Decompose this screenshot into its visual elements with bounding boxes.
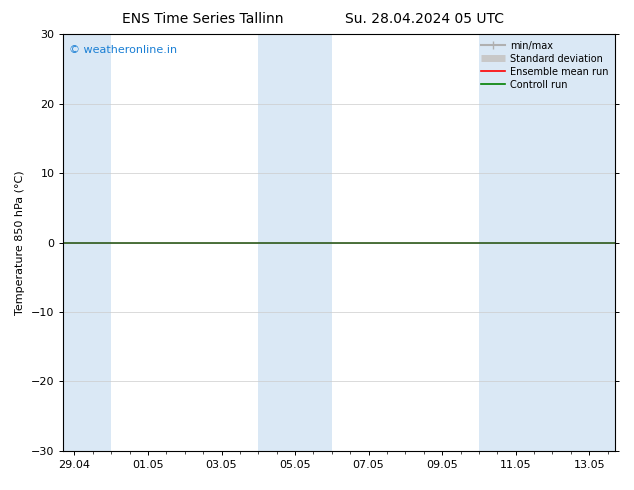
Text: Su. 28.04.2024 05 UTC: Su. 28.04.2024 05 UTC <box>346 12 504 26</box>
Text: ENS Time Series Tallinn: ENS Time Series Tallinn <box>122 12 283 26</box>
Text: © weatheronline.in: © weatheronline.in <box>69 45 177 55</box>
Y-axis label: Temperature 850 hPa (°C): Temperature 850 hPa (°C) <box>15 170 25 315</box>
Legend: min/max, Standard deviation, Ensemble mean run, Controll run: min/max, Standard deviation, Ensemble me… <box>477 37 612 94</box>
Bar <box>479 34 615 451</box>
Bar <box>258 34 332 451</box>
Bar <box>63 34 111 451</box>
